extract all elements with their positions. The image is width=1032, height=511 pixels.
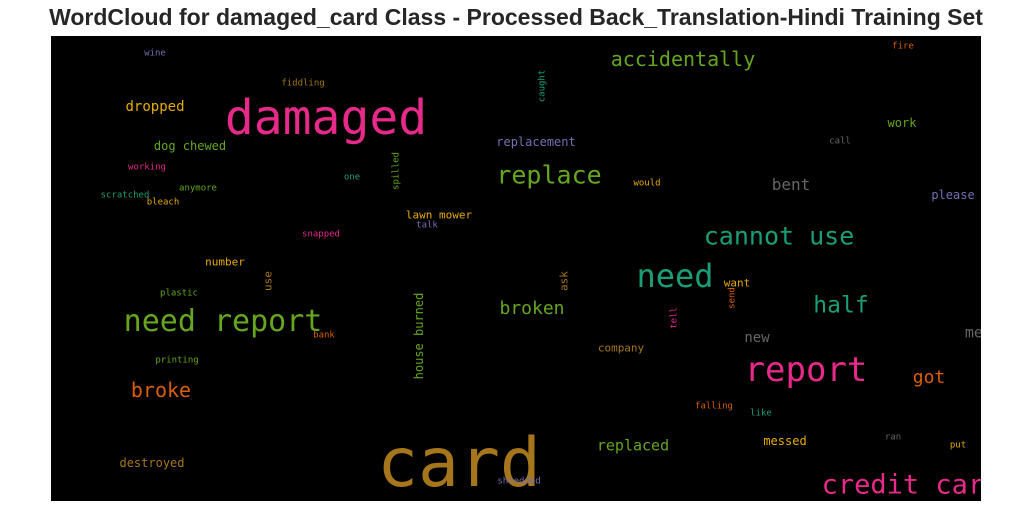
word-dropped: dropped xyxy=(125,99,185,115)
word-want: want xyxy=(723,276,751,290)
word-caught: caught xyxy=(537,69,548,103)
word-one: one xyxy=(343,172,361,183)
word-replacement: replacement xyxy=(496,135,576,149)
word-ran: ran xyxy=(884,432,902,443)
word-ask: ask xyxy=(557,271,571,291)
word-messed: messed xyxy=(763,434,807,448)
word-bank: bank xyxy=(313,330,335,341)
word-accidentally: accidentally xyxy=(610,47,756,71)
word-new: new xyxy=(744,330,770,346)
word-falling: falling xyxy=(695,401,733,412)
word-company: company xyxy=(597,341,645,355)
word-broke: broke xyxy=(130,378,192,402)
word-cloud-canvas: card damaged need report report need cre… xyxy=(51,36,981,501)
word-tell: tell xyxy=(669,307,680,329)
word-anymore: anymore xyxy=(179,183,217,194)
word-fire: fire xyxy=(892,41,914,52)
word-replace: replace xyxy=(496,160,602,190)
word-card: card xyxy=(377,424,541,501)
word-need: need xyxy=(636,257,714,295)
word-printing: printing xyxy=(155,355,199,366)
word-melted: melted xyxy=(964,323,981,342)
word-use: use xyxy=(261,271,275,291)
word-put: put xyxy=(949,440,967,451)
word-broken: broken xyxy=(499,298,565,319)
word-damaged: damaged xyxy=(224,90,428,146)
word-wine: wine xyxy=(144,48,166,59)
word-house-burned: house burned xyxy=(412,292,426,380)
word-working: working xyxy=(128,162,166,173)
word-snapped: snapped xyxy=(302,229,340,240)
word-dog-chewed: dog chewed xyxy=(153,139,227,153)
word-like: like xyxy=(750,408,772,419)
word-spilled: spilled xyxy=(391,152,402,190)
word-half: half xyxy=(813,292,869,319)
word-need-report: need report xyxy=(123,304,323,339)
word-replaced: replaced xyxy=(596,436,670,455)
word-scratched: scratched xyxy=(100,190,150,201)
word-fiddling: fiddling xyxy=(281,78,325,89)
word-plastic: plastic xyxy=(160,288,198,299)
word-bleach: bleach xyxy=(146,197,180,208)
word-send: send xyxy=(727,287,738,309)
word-work: work xyxy=(887,116,917,130)
word-got: got xyxy=(912,367,946,388)
word-bent: bent xyxy=(771,175,811,194)
word-please: please xyxy=(931,188,975,202)
word-credit-card: credit card xyxy=(821,469,981,501)
word-talk: talk xyxy=(416,220,438,231)
word-destroyed: destroyed xyxy=(119,456,185,470)
word-would: would xyxy=(633,178,661,189)
word-shredded: shredded xyxy=(497,476,541,487)
word-lawn-mower: lawn mower xyxy=(405,208,473,222)
word-number: number xyxy=(205,255,245,269)
word-cannot-use: cannot use xyxy=(703,221,855,251)
figure-title: WordCloud for damaged_card Class - Proce… xyxy=(49,4,983,30)
word-report: report xyxy=(744,350,868,390)
word-call: call xyxy=(829,136,851,147)
